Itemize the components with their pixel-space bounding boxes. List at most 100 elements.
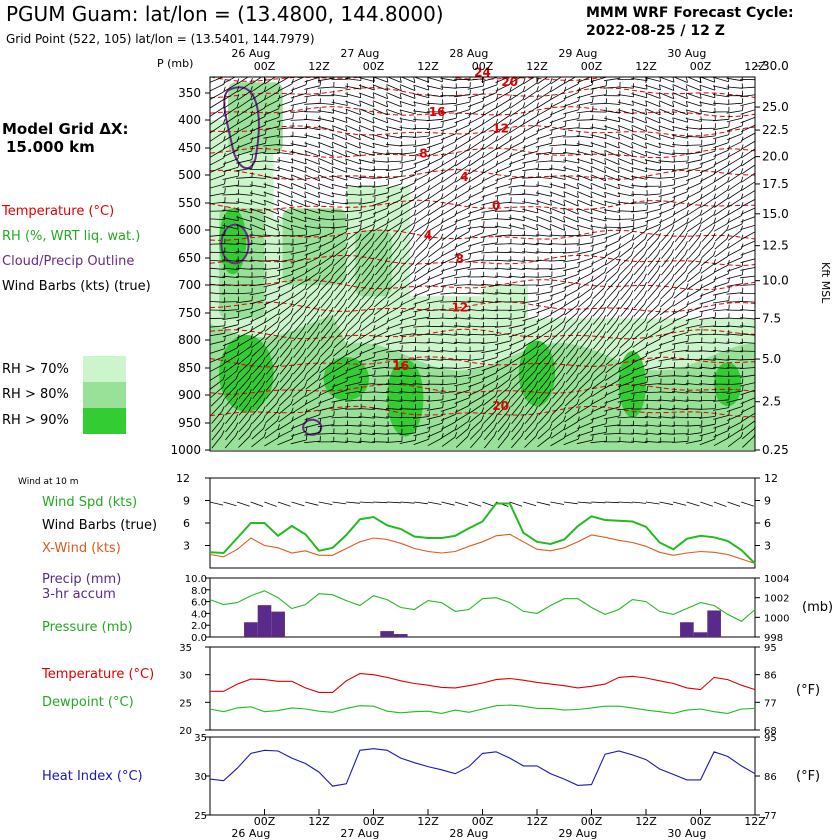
wind-barb — [604, 166, 620, 174]
wind-barb — [482, 143, 499, 159]
temperature-contour — [210, 169, 755, 180]
wind-barb — [631, 116, 647, 124]
wind-barb — [633, 299, 648, 317]
rh90-blob — [518, 340, 556, 407]
wind-barb — [427, 425, 444, 438]
wind-barb — [701, 233, 716, 251]
wind-barb — [306, 357, 321, 374]
wind-barb — [510, 381, 525, 399]
upper-axes: 3504004505005506006507007508008509009501… — [170, 59, 788, 457]
legend-heat-index: Heat Index (°C) — [42, 769, 143, 784]
wind-barb — [564, 307, 580, 325]
wind-barb — [549, 157, 566, 163]
wind-barb — [552, 364, 566, 383]
wind-barb — [726, 393, 744, 403]
wind-barb — [440, 287, 458, 295]
wind-barb — [617, 411, 635, 419]
wind-barb — [399, 404, 416, 410]
wind-barb — [454, 244, 471, 256]
wind-barb — [427, 168, 444, 183]
wind-barb — [263, 103, 281, 116]
wind-barb — [292, 291, 307, 308]
wind-barb — [440, 261, 458, 272]
wind-barb — [278, 407, 294, 423]
tempf-tick-label: 86 — [764, 671, 777, 682]
kft-tick-label: 12.5 — [762, 239, 789, 253]
wind-barb — [713, 84, 730, 90]
wind-barb — [318, 251, 335, 266]
wind-barb — [250, 324, 267, 340]
wind-barb — [399, 116, 416, 122]
wind-barb — [318, 166, 334, 174]
wind-barb — [319, 258, 335, 275]
legend-wind-speed: Wind Spd (kts) — [42, 495, 137, 510]
wind-barb — [618, 149, 634, 157]
wind-barb — [494, 313, 512, 320]
wind-tick-label: 9 — [183, 495, 190, 508]
wind-barb — [699, 285, 717, 297]
wind-barb — [631, 360, 649, 372]
wind-barb — [279, 364, 293, 383]
wind-barb — [481, 367, 499, 380]
wind-barb — [645, 116, 661, 124]
wind-barb — [672, 363, 689, 369]
wind-barb — [672, 202, 689, 216]
wind-barb — [495, 78, 512, 92]
hour-label-bottom: 12Z — [308, 815, 330, 828]
wind-barb — [210, 110, 226, 125]
wind-barb — [727, 219, 744, 231]
wind-barb — [426, 346, 444, 353]
wind-barb — [494, 214, 512, 221]
wind-barb — [604, 125, 620, 132]
wind-barb — [400, 185, 417, 199]
wind-barb — [633, 257, 648, 276]
wind-barb — [619, 315, 634, 333]
wind-barb — [210, 214, 226, 220]
wind-barb — [277, 261, 294, 272]
wind-barb — [252, 364, 266, 383]
wind-barb — [468, 119, 485, 133]
wind-barb — [249, 286, 267, 296]
wind-barb — [658, 370, 675, 377]
wind-barb — [358, 142, 375, 149]
wind-barb — [714, 184, 730, 200]
wind-barb — [508, 280, 525, 286]
wind-barb — [386, 202, 403, 216]
wind-barb — [467, 77, 485, 81]
wind-barb — [290, 174, 307, 182]
wind-barb — [374, 224, 389, 242]
wind-barb — [440, 83, 457, 89]
wind-barb — [441, 201, 458, 216]
wind-barb — [290, 434, 308, 445]
wind-barb — [402, 241, 416, 259]
wind-barb — [249, 294, 267, 305]
wind-barb — [579, 339, 593, 358]
wind-barb — [292, 381, 307, 398]
wind-barb — [645, 133, 661, 140]
temperature-label: 12 — [451, 300, 468, 314]
wind-barb — [509, 145, 526, 158]
wind-barb — [399, 337, 417, 344]
wind-barb — [263, 191, 280, 198]
wind-barb — [454, 362, 471, 369]
wind-barb — [578, 291, 594, 308]
wind-barb — [467, 337, 485, 344]
wind-barb — [481, 213, 498, 221]
wind-barb — [617, 83, 634, 89]
tempf-tick-label: 95 — [764, 643, 777, 654]
wind-barb — [291, 399, 308, 414]
wind-barb — [210, 297, 226, 303]
wind-barb — [726, 261, 744, 272]
wind-barb — [265, 372, 279, 391]
legend-wind: Wind Barbs (kts) (true) — [2, 279, 151, 294]
wind-barb — [317, 436, 335, 443]
wind-barb — [455, 151, 471, 167]
wind-barb — [550, 293, 567, 306]
wind-barb — [276, 254, 294, 263]
wind-barb — [495, 351, 512, 364]
wind-barb — [481, 204, 499, 213]
date-label-top: 30 Aug — [667, 47, 706, 60]
wind-barb — [481, 178, 499, 190]
wind-barb — [372, 116, 389, 124]
wind-barb — [740, 301, 755, 303]
